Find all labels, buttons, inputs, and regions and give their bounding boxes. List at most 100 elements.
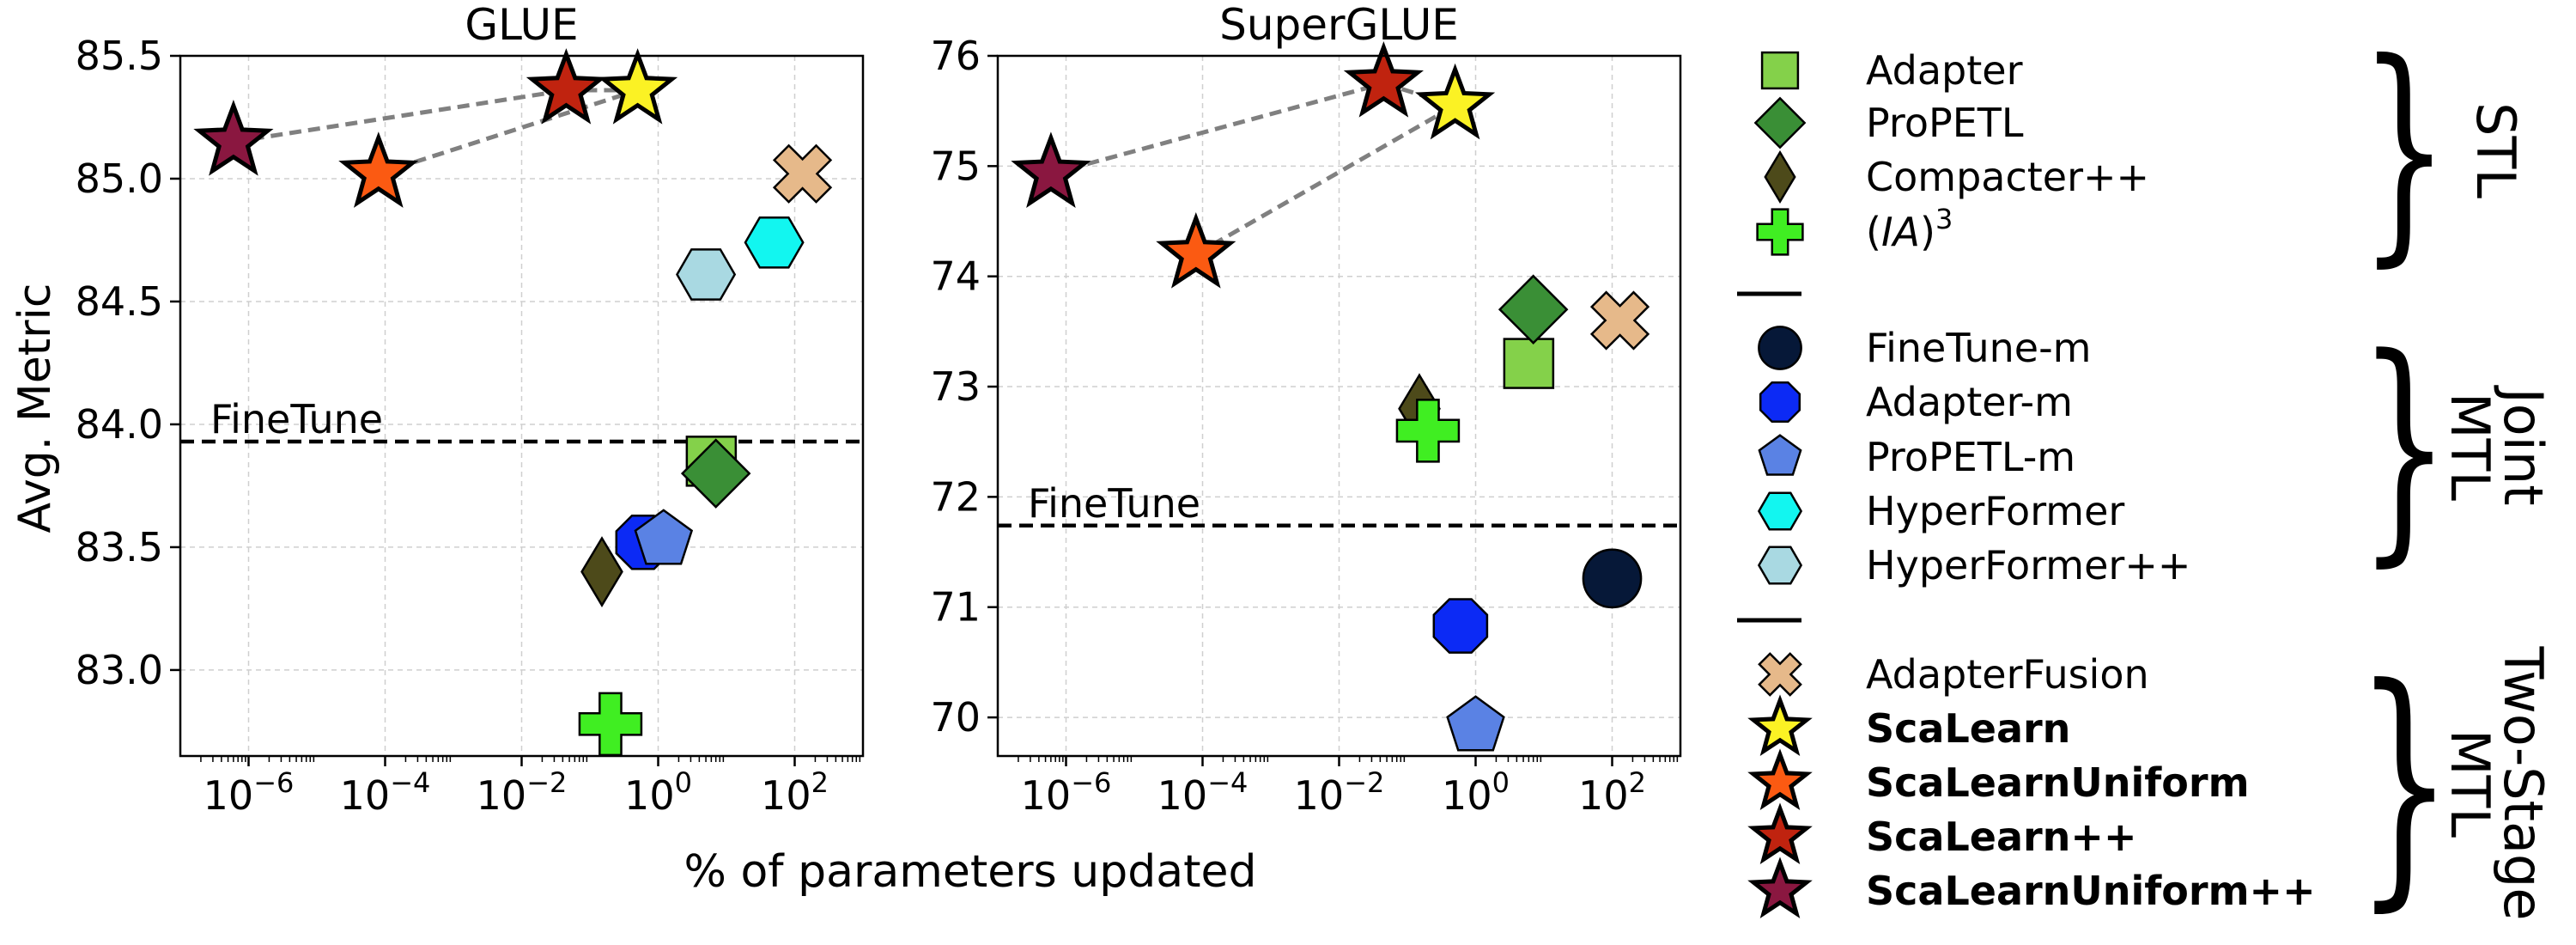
x-tick-label: 100 — [624, 766, 692, 819]
finetune-reference-label: FineTune — [1028, 480, 1200, 527]
y-tick-label: 84.0 — [76, 401, 163, 448]
point-adapter-m — [1432, 598, 1489, 654]
legend-item-propetl-m: ProPETL-m — [1758, 434, 2075, 480]
legend-label: HyperFormer — [1866, 488, 2124, 534]
x-axis-label: % of parameters updated — [684, 846, 1257, 898]
point-scalearn — [1415, 63, 1496, 140]
point-propetl — [680, 438, 751, 509]
legend-item-adapterfusion: AdapterFusion — [1758, 651, 2149, 698]
point-compacter-plus-plus — [580, 536, 623, 607]
hexagon-icon — [1757, 491, 1803, 531]
legend-label: Compacter++ — [1866, 154, 2149, 200]
hexagon-icon — [1757, 546, 1803, 585]
point-scalearn — [598, 48, 678, 125]
legend-item-adapter: Adapter — [1760, 47, 2023, 94]
x-tick-label: 10−2 — [1294, 766, 1385, 819]
y-tick-label: 72 — [930, 473, 981, 520]
pentagon-icon — [1758, 434, 1802, 476]
panel-superglue: 70 71 72 73 74 75 76 10−6 10−4 10−2 100 102 FineTune… — [930, 0, 1682, 819]
point-adapterfusion — [1589, 290, 1650, 351]
point-scalearnuniform-plus-plus — [1011, 131, 1091, 208]
legend-label: Adapter-m — [1866, 379, 2073, 425]
circle-icon — [1758, 326, 1802, 370]
point-propetl — [1498, 274, 1569, 344]
square-icon — [1760, 51, 1800, 90]
point-propetl-m — [634, 509, 694, 565]
legend-label: ScaLearn — [1866, 705, 2070, 752]
x-tick-label: 10−4 — [340, 766, 431, 819]
x-tick-label: 10−4 — [1157, 766, 1249, 819]
x-tick-label: 102 — [1578, 766, 1646, 819]
legend-label: (IA)3 — [1866, 203, 1953, 255]
x-icon — [1758, 652, 1802, 697]
y-tick-label: 85.0 — [76, 155, 163, 202]
axes-frame — [179, 54, 865, 758]
right-brace-icon: } — [2360, 14, 2450, 288]
point-hyperformer-plus-plus — [676, 248, 737, 301]
legend-item-propetl: ProPETL — [1753, 96, 2024, 149]
y-axis-label: Avg. Metric — [9, 283, 61, 533]
legend-item-adapter-m: Adapter-m — [1759, 379, 2073, 425]
legend-label: ScaLearnUniform++ — [1866, 868, 2316, 914]
legend-label: ProPETL — [1866, 100, 2024, 146]
point-scalearnuniform — [1156, 212, 1236, 289]
connector-line — [1194, 103, 1456, 257]
legend-item-scalearnuniform: ScaLearnUniform — [1747, 748, 2250, 811]
group-stl: } STL — [2360, 14, 2527, 288]
y-tick-label: 83.0 — [76, 647, 163, 693]
y-tick-label: 76 — [930, 33, 981, 79]
panel-glue: 83.0 83.5 84.0 84.5 85.0 85.5 10−6 10−4 10−2 100 1… — [76, 0, 865, 819]
point-scalearn-plus-plus — [1343, 41, 1425, 118]
x-tick-label: 102 — [761, 766, 829, 819]
legend-item-scalearn: ScaLearn — [1747, 694, 2070, 757]
y-tick-label: 73 — [930, 363, 981, 410]
x-tick-label: 10−2 — [477, 766, 568, 819]
right-brace-icon: } — [2355, 633, 2454, 933]
point-ia-3 — [1395, 399, 1461, 463]
point-hyperformer — [744, 216, 805, 269]
legend-label: Adapter — [1866, 47, 2023, 94]
y-tick-label: 71 — [930, 584, 981, 631]
legend-item-scalearnuniform-plus-plus: ScaLearnUniform++ — [1747, 857, 2316, 919]
right-brace-icon: } — [2358, 306, 2450, 587]
group-label: Two-StageMTL — [2439, 646, 2555, 921]
legend-item-ia-3: (IA)3 — [1756, 203, 1953, 256]
gridlines — [998, 55, 1680, 756]
y-tick-label: 70 — [930, 694, 981, 741]
legend-label: AdapterFusion — [1866, 651, 2149, 698]
point-finetune-m — [1582, 548, 1643, 609]
star-icon — [1747, 857, 1813, 919]
legend: Adapter ProPETL Compacter++(IA)3 FineTune-m… — [1737, 14, 2555, 934]
star-icon — [1747, 802, 1813, 865]
legend-label: FineTune-m — [1866, 325, 2091, 371]
point-scalearnuniform-plus-plus — [193, 100, 274, 176]
legend-label: ScaLearnUniform — [1866, 759, 2250, 806]
legend-item-hyperformer-plus-plus: HyperFormer++ — [1757, 542, 2190, 588]
x-tick-label: 10−6 — [1021, 766, 1112, 819]
legend-label: ScaLearn++ — [1866, 814, 2137, 860]
point-scalearn-plus-plus — [526, 48, 606, 125]
group-two-stage-mtl: } Two-StageMTL — [2355, 633, 2555, 933]
plus-icon — [1756, 208, 1804, 256]
panel-title: SuperGLUE — [1219, 0, 1459, 50]
axes-frame — [996, 54, 1682, 758]
group-joint-mtl: } JointMTL — [2358, 306, 2555, 587]
connector-line — [1050, 81, 1385, 176]
y-tick-label: 74 — [930, 253, 981, 300]
group-label: STL — [2464, 102, 2527, 198]
legend-label: HyperFormer++ — [1866, 542, 2190, 588]
legend-item-finetune-m: FineTune-m — [1758, 325, 2091, 371]
point-adapter — [1503, 338, 1555, 389]
panel-title: GLUE — [465, 0, 578, 50]
legend-label: ProPETL-m — [1866, 434, 2075, 480]
legend-item-scalearn-plus-plus: ScaLearn++ — [1747, 802, 2137, 865]
point-adapterfusion — [772, 143, 833, 204]
connector-line — [378, 88, 639, 176]
star-icon — [1747, 694, 1813, 757]
diamond-icon — [1753, 96, 1807, 149]
star-icon — [1747, 748, 1813, 811]
finetune-reference-label: FineTune — [210, 396, 383, 442]
y-tick-label: 83.5 — [76, 524, 163, 570]
thin-diamond-icon — [1764, 149, 1796, 204]
x-tick-label: 100 — [1442, 766, 1510, 819]
